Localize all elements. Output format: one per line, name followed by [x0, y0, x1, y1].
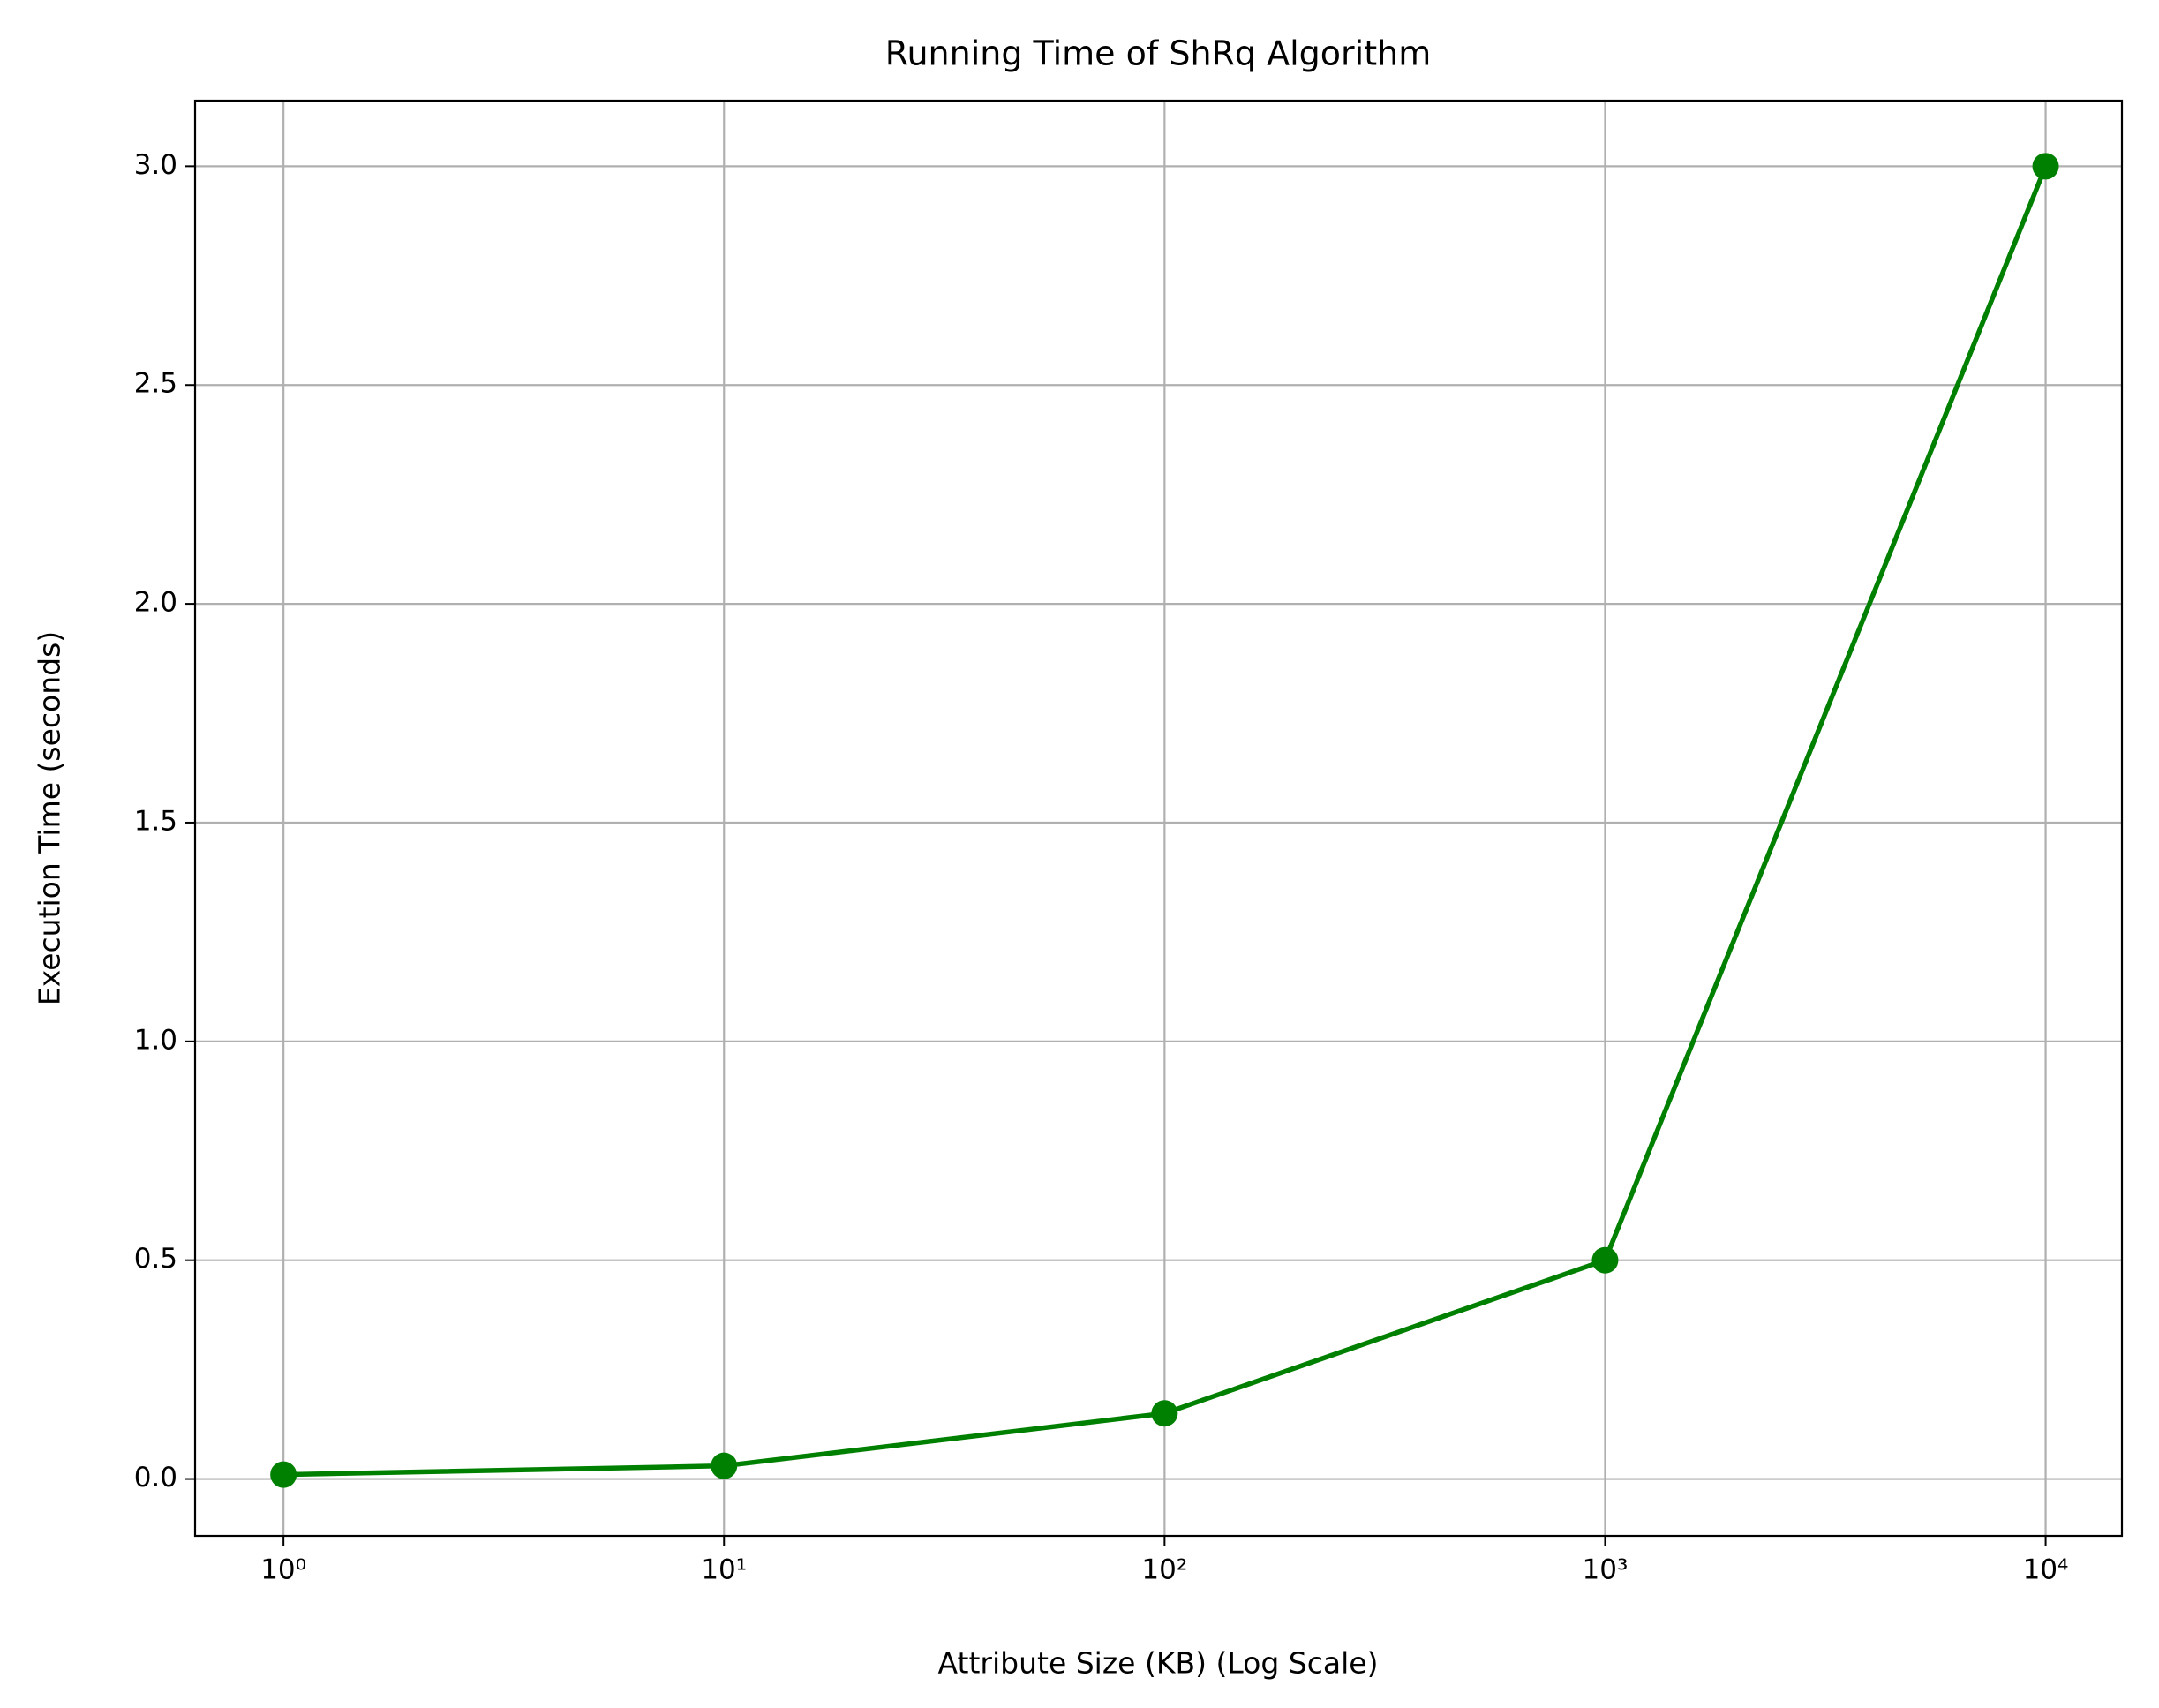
chart-title: Running Time of ShRq Algorithm [885, 34, 1431, 73]
marker [2032, 153, 2059, 180]
y-tick-label: 2.5 [134, 368, 177, 400]
marker [1151, 1400, 1178, 1427]
x-tick-label: 10⁴ [2023, 1554, 2069, 1586]
marker [1591, 1246, 1619, 1274]
y-tick-label: 1.0 [134, 1024, 177, 1056]
x-tick-label: 10⁰ [260, 1554, 306, 1586]
y-tick-label: 0.0 [134, 1462, 177, 1494]
marker [270, 1461, 297, 1488]
x-tick-label: 10¹ [701, 1554, 747, 1586]
y-tick-label: 1.5 [134, 805, 177, 837]
marker [711, 1452, 738, 1479]
x-axis-label: Attribute Size (KB) (Log Scale) [938, 1646, 1379, 1681]
y-tick-label: 2.0 [134, 587, 177, 619]
y-tick-label: 3.0 [134, 149, 177, 181]
x-tick-label: 10³ [1583, 1554, 1629, 1586]
y-tick-label: 0.5 [134, 1243, 177, 1275]
y-axis-label: Execution Time (seconds) [33, 631, 67, 1005]
plot-frame [193, 99, 2124, 1538]
x-tick-label: 10² [1141, 1554, 1187, 1586]
